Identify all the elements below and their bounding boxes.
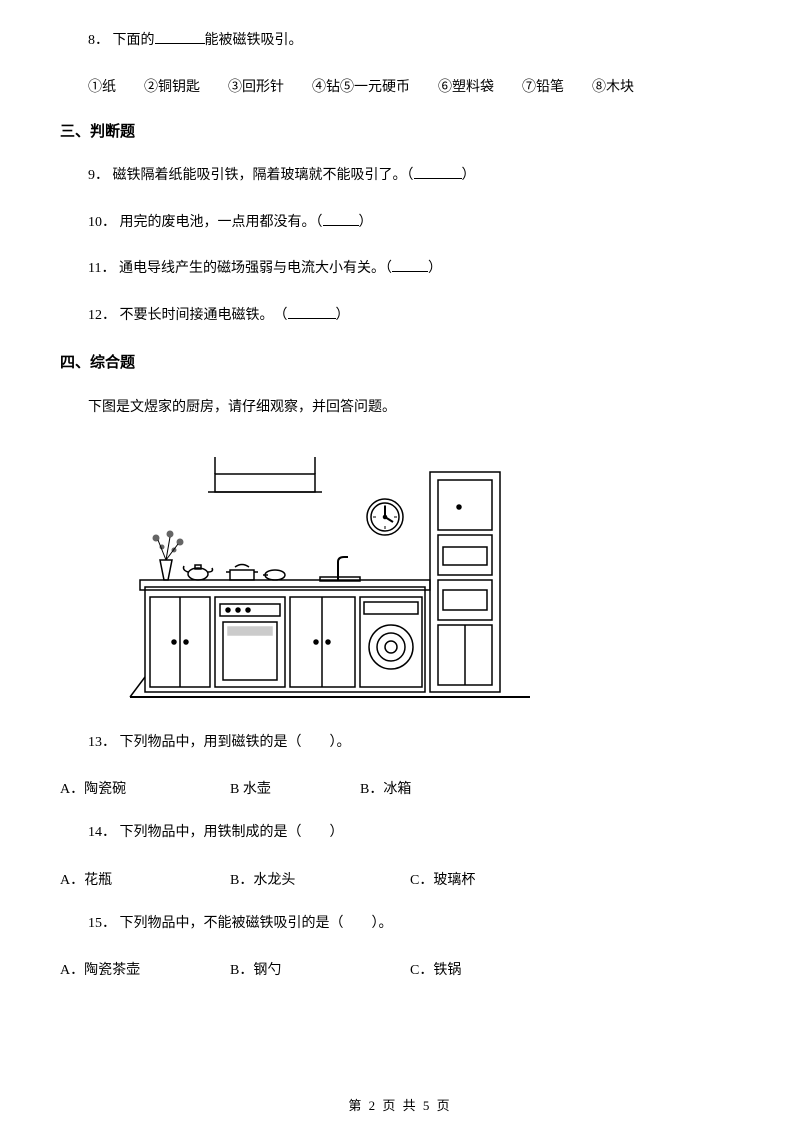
q13-opt-a: A．陶瓷碗 <box>60 778 230 798</box>
q9-number: 9． <box>88 168 109 183</box>
q9-end: ） <box>462 168 476 183</box>
q15-text: 下列物品中，不能被磁铁吸引的是（ ）。 <box>120 916 393 931</box>
q14-options: A．花瓶B．水龙头C．玻璃杯 <box>60 869 740 889</box>
q15-options: A．陶瓷茶壶B．钢勺C．铁锅 <box>60 959 740 979</box>
question-13: 13． 下列物品中，用到磁铁的是（ ）。 <box>60 732 740 754</box>
q10-blank <box>323 212 359 226</box>
q8-options-text: ①纸 ②铜钥匙 ③回形针 ④钻⑤一元硬币 ⑥塑料袋 ⑦铅笔 ⑧木块 <box>88 80 634 95</box>
q14-number: 14． <box>88 825 116 840</box>
q10-number: 10． <box>88 215 116 230</box>
q12-end: ） <box>336 308 350 323</box>
q14-text: 下列物品中，用铁制成的是（ ） <box>120 825 344 840</box>
q13-opt-b2: B．冰箱 <box>360 778 411 798</box>
question-10: 10． 用完的废电池，一点用都没有。（ ） <box>60 212 740 234</box>
q13-options: A．陶瓷碗B 水壶B．冰箱 <box>60 778 740 798</box>
q8-number: 8． <box>88 33 109 48</box>
q10-end: ） <box>359 215 373 230</box>
q15-opt-b: B．钢勺 <box>230 959 410 979</box>
kitchen-illustration <box>120 432 540 712</box>
question-14: 14． 下列物品中，用铁制成的是（ ） <box>60 822 740 844</box>
q13-number: 13． <box>88 735 116 750</box>
q8-blank <box>155 30 205 44</box>
question-11: 11． 通电导线产生的磁场强弱与电流大小有关。（ ） <box>60 258 740 280</box>
q14-opt-c: C．玻璃杯 <box>410 869 560 889</box>
question-15: 15． 下列物品中，不能被磁铁吸引的是（ ）。 <box>60 913 740 935</box>
q10-text: 用完的废电池，一点用都没有。（ <box>120 215 323 230</box>
q12-text: 不要长时间接通电磁铁。 （ <box>120 308 288 323</box>
q14-opt-a: A．花瓶 <box>60 869 230 889</box>
q9-text: 磁铁隔着纸能吸引铁，隔着玻璃就不能吸引了。（ <box>113 168 414 183</box>
question-12: 12． 不要长时间接通电磁铁。 （ ） <box>60 305 740 327</box>
intro-text: 下图是文煜家的厨房，请仔细观察，并回答问题。 <box>60 396 740 416</box>
q15-opt-a: A．陶瓷茶壶 <box>60 959 230 979</box>
question-9: 9． 磁铁隔着纸能吸引铁，隔着玻璃就不能吸引了。（ ） <box>60 165 740 187</box>
q12-blank <box>288 305 336 319</box>
section-3-title: 三、判断题 <box>60 120 740 141</box>
q11-end: ） <box>428 261 442 276</box>
q13-text: 下列物品中，用到磁铁的是（ ）。 <box>120 735 351 750</box>
page-footer: 第 2 页 共 5 页 <box>0 1095 800 1114</box>
q8-text-after: 能被磁铁吸引。 <box>205 33 303 48</box>
q15-number: 15． <box>88 916 116 931</box>
q11-text: 通电导线产生的磁场强弱与电流大小有关。（ <box>119 261 392 276</box>
q8-options: ①纸 ②铜钥匙 ③回形针 ④钻⑤一元硬币 ⑥塑料袋 ⑦铅笔 ⑧木块 <box>60 76 740 96</box>
question-8: 8． 下面的 能被磁铁吸引。 <box>60 30 740 52</box>
q9-blank <box>414 165 462 179</box>
q15-opt-c: C．铁锅 <box>410 959 560 979</box>
q14-opt-b: B．水龙头 <box>230 869 410 889</box>
q11-number: 11． <box>88 261 115 276</box>
q8-text-before: 下面的 <box>113 33 155 48</box>
q12-number: 12． <box>88 308 116 323</box>
section-4-title: 四、综合题 <box>60 351 740 372</box>
q11-blank <box>392 258 428 272</box>
q13-opt-b1: B 水壶 <box>230 778 360 798</box>
